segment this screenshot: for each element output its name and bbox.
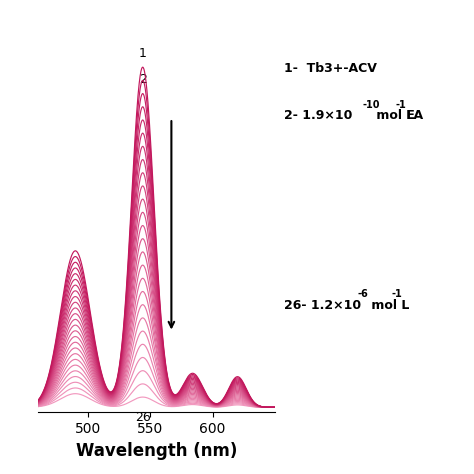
Text: 2- 1.9×10: 2- 1.9×10 — [284, 109, 353, 122]
Text: 2: 2 — [139, 73, 146, 86]
Text: mol L: mol L — [367, 299, 410, 311]
Text: -10: -10 — [363, 100, 380, 109]
Text: 1: 1 — [139, 47, 146, 60]
Text: mol L: mol L — [372, 109, 414, 122]
X-axis label: Wavelength (nm): Wavelength (nm) — [76, 442, 237, 460]
Text: 26: 26 — [135, 411, 151, 424]
Text: 26- 1.2×10: 26- 1.2×10 — [284, 299, 362, 311]
Text: -1: -1 — [391, 289, 402, 299]
Text: -6: -6 — [358, 289, 369, 299]
Text: 1-  Tb3+-ACV: 1- Tb3+-ACV — [284, 62, 377, 74]
Text: -1: -1 — [396, 100, 407, 109]
Text: FA: FA — [402, 109, 423, 122]
